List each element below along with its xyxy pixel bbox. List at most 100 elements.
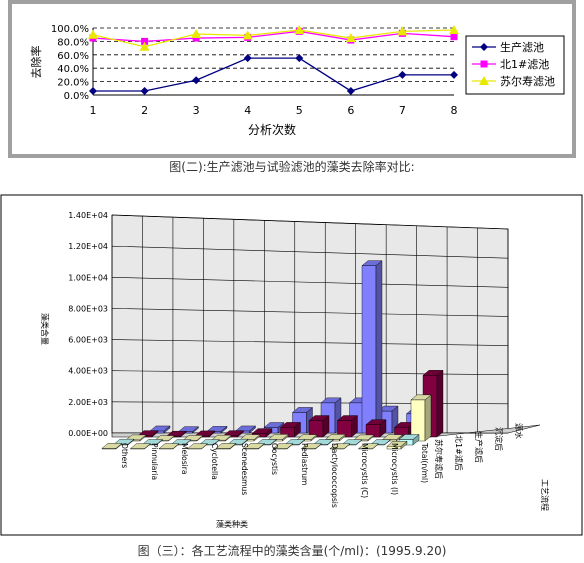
- chart1-series-group: [89, 54, 458, 95]
- chart2-y-tick-label: 6.00E+03: [68, 336, 108, 345]
- chart1-y-tick-label: 100.0%: [51, 24, 89, 35]
- chart1-legend-label: 北1#滤池: [500, 58, 549, 71]
- chart1-data-point: [139, 41, 150, 51]
- chart1-data-point: [243, 54, 252, 63]
- chart2-gridline: [111, 214, 509, 230]
- chart2-y-ticks: 1.40E+04 1.20E+04 1.00E+04 8.00E+03 6.00E+03…: [68, 211, 108, 438]
- chart1-x-tick-label: 2: [141, 104, 148, 117]
- chart1-y-tick-label: 60.0%: [57, 51, 89, 62]
- chart1-data-point: [397, 26, 408, 36]
- chart2-y-tick-label: 1.40E+04: [68, 211, 108, 220]
- chart2-bar: [410, 394, 432, 442]
- chart1-data-point: [450, 33, 458, 41]
- chart1-series-line: [92, 29, 455, 48]
- chart1-x-tick-label: 7: [399, 104, 406, 117]
- chart1-x-tick-label: 8: [451, 104, 458, 117]
- figure3-caption: 图（三）：各工艺流程中的藻类含量(个/ml)：(1995.9.20): [137, 544, 447, 558]
- chart2-gridline: [111, 245, 509, 259]
- chart1-y-axis-label: 去除率: [29, 46, 43, 79]
- chart1-data-point: [140, 86, 149, 95]
- chart2-bar: [300, 443, 323, 450]
- chart2-bar: [210, 434, 233, 442]
- chart2-z-tick-label: 北1#滤后: [454, 435, 464, 471]
- chart1-x-tick-label: 3: [193, 104, 200, 117]
- chart2-bar: [369, 439, 392, 446]
- chart1-series-line: [92, 30, 455, 43]
- chart1-series-group: [88, 25, 459, 51]
- chart1-y-tick-label: 20.0%: [57, 78, 89, 89]
- figure2-caption: 图(二):生产滤池与试验滤池的藻类去除率对比:: [169, 160, 415, 174]
- chart2-gridline: [111, 276, 509, 288]
- chart2-bar: [194, 430, 216, 438]
- chart2-bar: [243, 443, 266, 450]
- chart2-z-ticks: 苏尔寿滤后 北1#滤后 生产滤后 沉淀后 源水: [434, 423, 524, 479]
- chart1-x-tick-label: 5: [296, 104, 303, 117]
- chart1-data-point: [450, 70, 458, 79]
- chart2-x-ticks: Others Pinnularia Melosira Cyclotella Scened…: [120, 442, 429, 508]
- chart2-y-tick-label: 8.00E+03: [68, 304, 108, 313]
- chart1-series: [88, 25, 459, 95]
- chart2-bar: [320, 397, 342, 434]
- chart2-z-tick-label: 源水: [514, 423, 524, 439]
- chart2-y-axis-label: 藻类含量: [40, 313, 50, 345]
- algae-content-3d-chart: 1.40E+04 1.20E+04 1.00E+04 8.00E+03 6.00E+03…: [0, 194, 583, 536]
- chart2-bar: [361, 260, 383, 434]
- chart2-y-tick-label: 2.00E+03: [68, 398, 108, 407]
- chart2-x-tick-label: Others: [120, 443, 129, 468]
- chart2-x-tick-label: Dactylococcopsis: [330, 443, 339, 508]
- chart2-bar: [279, 421, 302, 438]
- chart1-data-point: [295, 54, 304, 63]
- chart2-bar: [158, 443, 180, 450]
- chart2-x-tick-label: Pediastrum: [300, 443, 309, 485]
- chart2-bar: [129, 443, 152, 450]
- chart1-data-point: [345, 33, 356, 43]
- chart1-x-tick-label: 6: [347, 104, 354, 117]
- chart2-bar: [101, 442, 123, 450]
- chart2-y-tick-label: 0.00E+00: [68, 429, 108, 438]
- chart1-y-tick-label: 0.0%: [64, 91, 89, 102]
- chart2-gridline: [111, 308, 509, 317]
- chart1-data-point: [398, 70, 407, 79]
- chart1-data-point: [242, 30, 253, 40]
- chart2-bar: [308, 415, 330, 438]
- chart2-x-axis-label: 藻类种类: [216, 519, 248, 529]
- chart2-x-tick-label: Oocystis: [270, 443, 279, 475]
- chart2-x-tick-label: Pinnularia: [150, 443, 159, 480]
- chart1-y-tick-label: 40.0%: [57, 64, 89, 75]
- chart1-data-point: [141, 37, 149, 45]
- chart1-y-ticks: 100.0% 80.0% 60.0% 40.0% 20.0% 0.0%: [51, 24, 89, 102]
- chart2-bar: [357, 443, 380, 450]
- chart2-y-tick-label: 1.20E+04: [68, 242, 108, 251]
- chart2-x-tick-label: Cyclotella: [210, 443, 219, 480]
- chart1-y-tick-label: 80.0%: [57, 37, 89, 48]
- chart2-z-tick-label: 沉淀后: [494, 427, 504, 451]
- chart1-x-axis-label: 分析次数: [248, 122, 296, 137]
- chart2-bar: [141, 439, 164, 446]
- chart2-bar: [272, 443, 294, 450]
- chart1-legend-label: 苏尔寿滤池: [500, 74, 555, 88]
- chart1-data-point: [480, 43, 488, 51]
- chart2-x-tick-label: Melosira: [180, 443, 189, 474]
- chart1-data-point: [480, 60, 488, 68]
- chart1-x-tick-label: 1: [90, 104, 97, 117]
- chart2-bar: [336, 415, 359, 438]
- chart2-x-tick-label: Microcystis (I): [390, 443, 399, 495]
- chart1-x-ticks: 1 2 3 4 5 6 7 8: [90, 104, 458, 117]
- chart2-bar: [186, 443, 209, 450]
- chart2-z-tick-label: 苏尔寿滤后: [434, 439, 444, 479]
- chart1-legend-label: 生产滤池: [500, 40, 544, 54]
- chart2-z-tick-label: 生产滤后: [474, 431, 484, 463]
- chart2-x-tick-label: Microcystis (C): [360, 443, 369, 498]
- chart2-z-axis-label: 工艺流程: [540, 479, 550, 511]
- chart2-bar: [386, 440, 408, 450]
- chart1-data-point: [191, 29, 202, 39]
- chart2-x-tick-label: Total(n/ml): [420, 442, 429, 483]
- chart2-bar: [296, 434, 318, 442]
- chart1-data-point: [346, 86, 355, 95]
- chart2-bar: [165, 430, 188, 438]
- chart1-data-point: [192, 76, 201, 85]
- chart1-series-line: [93, 57, 454, 92]
- chart1-data-point: [479, 76, 489, 85]
